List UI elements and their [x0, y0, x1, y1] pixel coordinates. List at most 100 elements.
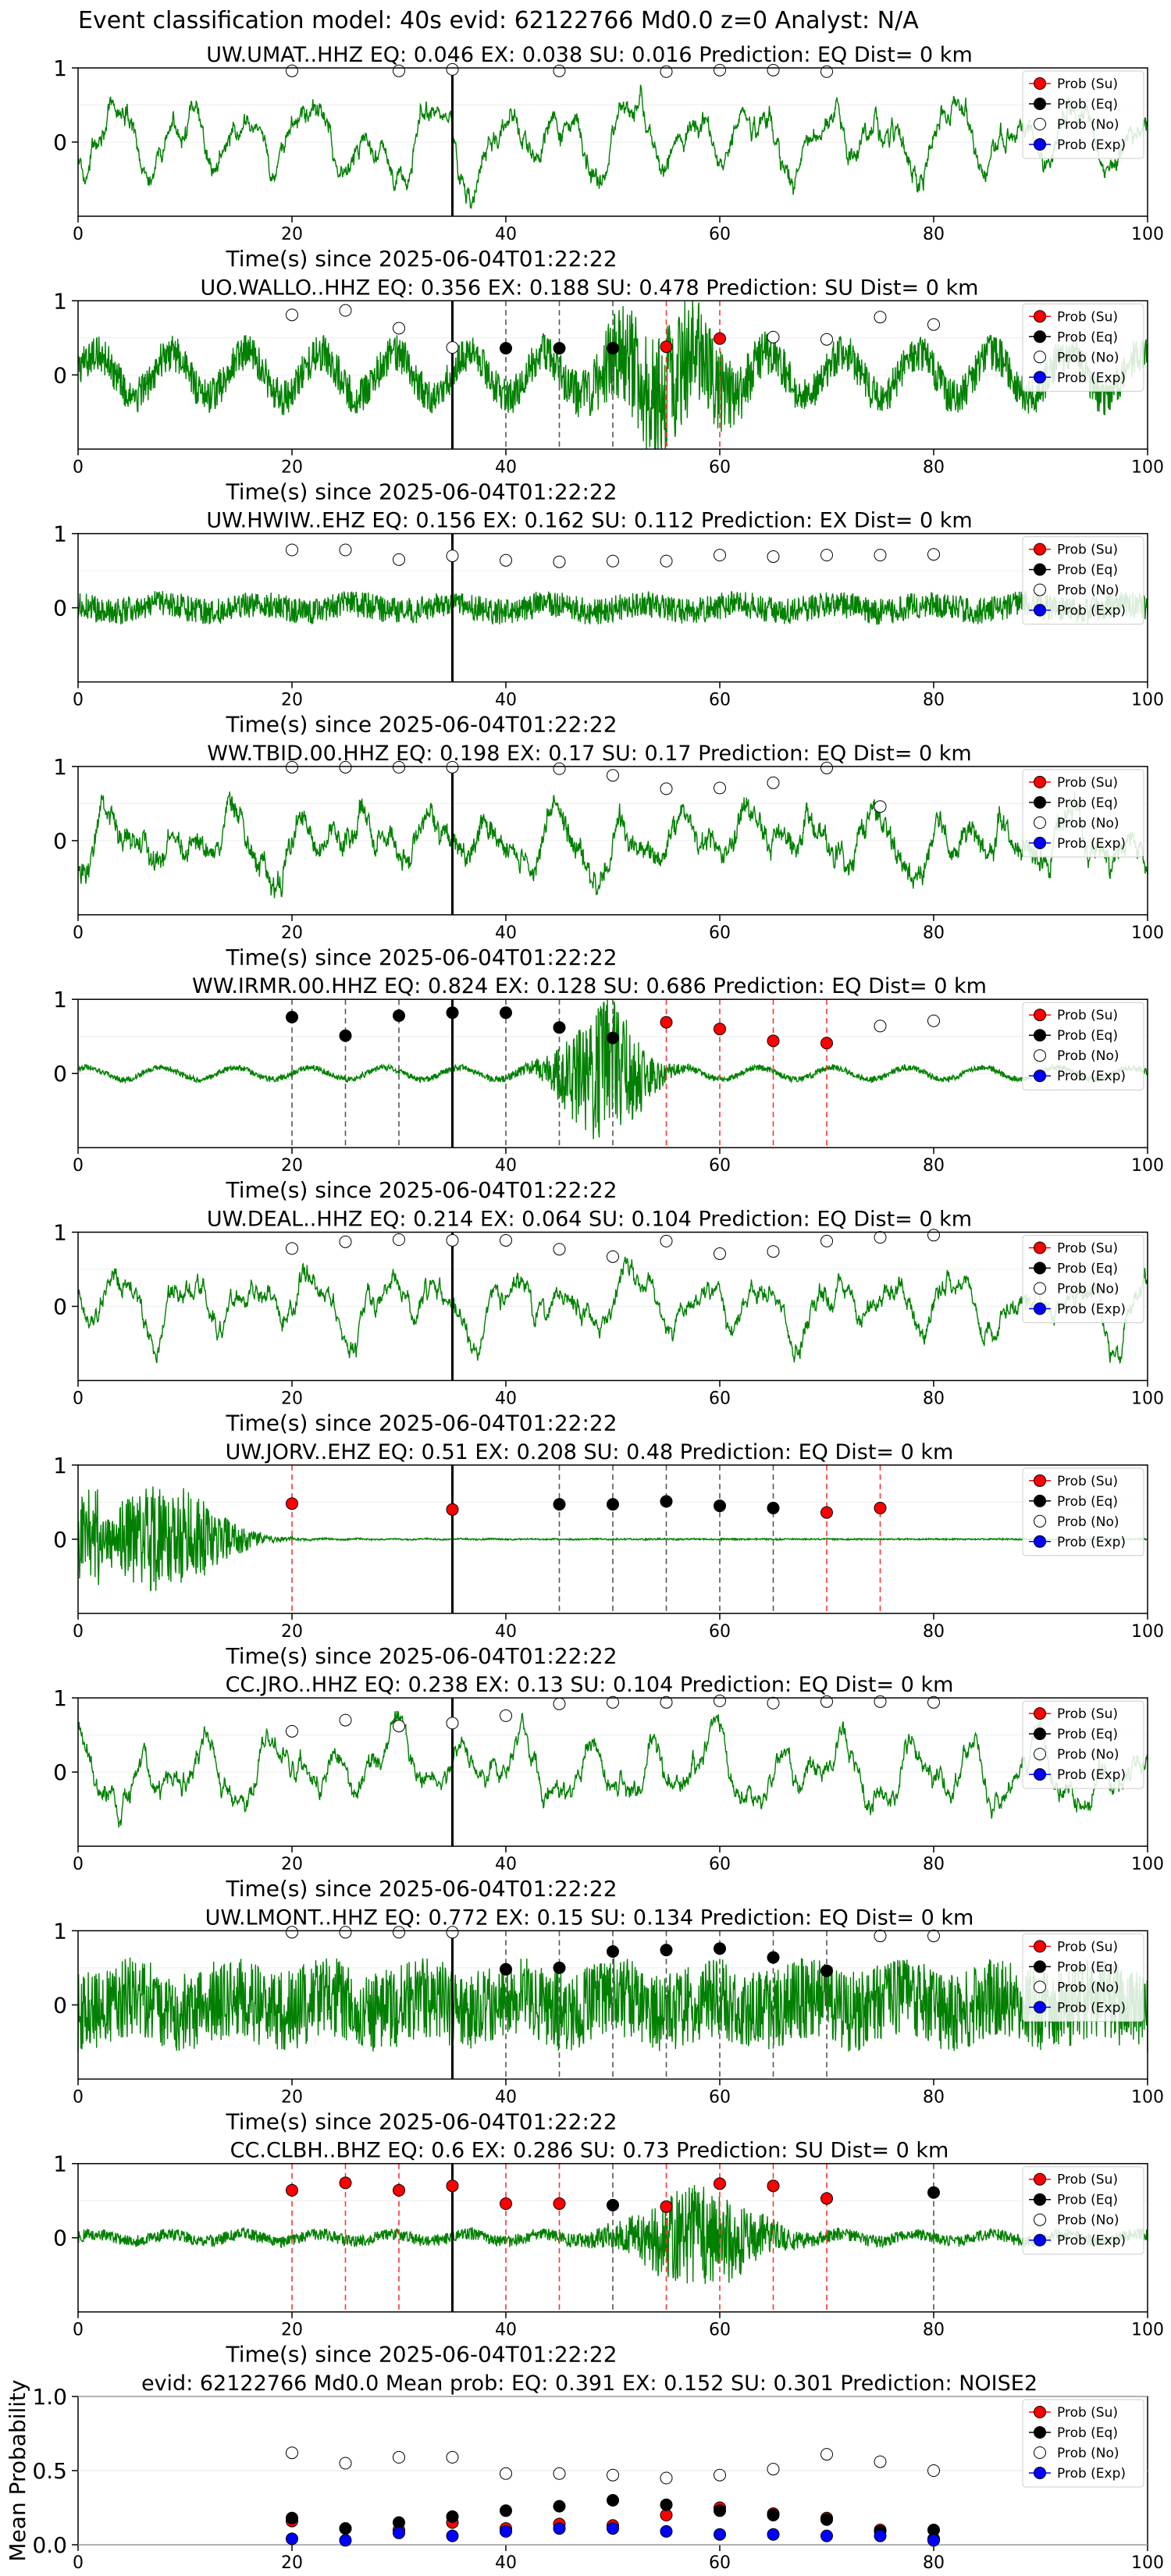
legend-label: Prob (Exp) — [1057, 2466, 1126, 2482]
legend-marker — [1034, 1282, 1046, 1295]
legend-label: Prob (Eq) — [1057, 1727, 1118, 1742]
probability-point — [393, 553, 405, 566]
mean-probability-point — [660, 2471, 673, 2485]
legend-box — [1022, 1700, 1144, 1789]
probability-point — [446, 341, 459, 354]
x-tick-label: 60 — [709, 2087, 731, 2107]
probability-point — [714, 1942, 726, 1955]
legend-label: Prob (Eq) — [1057, 563, 1118, 578]
probability-point — [393, 1233, 405, 1246]
legend-label: Prob (Exp) — [1057, 2000, 1126, 2016]
probability-point — [820, 761, 833, 774]
x-tick-label: 60 — [709, 2553, 731, 2573]
x-tick-label: 100 — [1131, 225, 1164, 244]
panel-title: CC.JRO..HHZ EQ: 0.238 EX: 0.13 SU: 0.104… — [226, 1673, 954, 1697]
x-tick-label: 100 — [1131, 457, 1164, 477]
x-tick-label: 20 — [281, 1156, 303, 1176]
panel-title: WW.TBID.00.HHZ EQ: 0.198 EX: 0.17 SU: 0.… — [207, 742, 972, 766]
mean-probability-point — [714, 2468, 726, 2482]
panel-title: UW.DEAL..HHZ EQ: 0.214 EX: 0.064 SU: 0.1… — [207, 1208, 972, 1232]
x-tick-label: 60 — [709, 1156, 731, 1176]
mean-probability-point — [820, 2529, 833, 2542]
legend-label: Prob (Exp) — [1057, 836, 1126, 852]
probability-point — [446, 760, 459, 774]
mean-probability-panel: evid: 62122766 Md0.0 Mean prob: EQ: 0.39… — [5, 2371, 1164, 2573]
legend-label: Prob (Eq) — [1057, 1494, 1118, 1510]
x-tick-label: 100 — [1131, 2321, 1164, 2340]
mean-probability-point — [553, 2467, 566, 2480]
station-panel: UW.JORV..EHZ EQ: 0.51 EX: 0.208 SU: 0.48… — [53, 1440, 1164, 1669]
x-tick-label: 40 — [495, 1389, 517, 1409]
legend-label: Prob (Eq) — [1057, 97, 1118, 112]
legend-label: Prob (Su) — [1057, 76, 1118, 92]
probability-point — [874, 549, 887, 562]
x-tick-label: 80 — [923, 2321, 945, 2340]
legend-label: Prob (No) — [1057, 1980, 1119, 1995]
legend-label: Prob (Su) — [1057, 1008, 1118, 1023]
legend-box — [1022, 536, 1144, 625]
legend-label: Prob (No) — [1057, 816, 1119, 831]
legend-marker — [1034, 118, 1046, 130]
x-tick-label: 40 — [495, 923, 517, 943]
x-tick-label: 60 — [709, 457, 731, 477]
probability-point — [927, 318, 940, 331]
probability-point — [607, 1945, 619, 1958]
mean-probability-point — [393, 2526, 405, 2539]
probability-point — [767, 1951, 780, 1964]
legend-marker — [1034, 1261, 1046, 1275]
legend-marker — [1034, 1241, 1046, 1254]
y-tick-label: 1 — [53, 1918, 67, 1944]
legend-label: Prob (Su) — [1057, 2405, 1118, 2421]
x-tick-label: 60 — [709, 1855, 731, 1874]
legend-marker — [1034, 310, 1046, 323]
probability-point — [820, 333, 833, 346]
legend-box — [1022, 1468, 1144, 1557]
y-tick-label: 0.0 — [32, 2532, 67, 2558]
x-axis-label: Time(s) since 2025-06-04T01:22:22 — [225, 945, 617, 970]
probability-point — [874, 311, 887, 324]
y-tick-label: 0 — [53, 1294, 67, 1320]
probability-point — [393, 322, 405, 335]
legend-label: Prob (Eq) — [1057, 2193, 1118, 2208]
panel-title: UW.HWIW..EHZ EQ: 0.156 EX: 0.162 SU: 0.1… — [206, 509, 972, 533]
y-tick-label: 0 — [53, 2226, 67, 2251]
probability-point — [767, 2179, 780, 2193]
legend-marker — [1034, 1748, 1046, 1761]
mean-probability-point — [927, 2524, 940, 2536]
legend-label: Prob (No) — [1057, 350, 1119, 365]
legend-marker — [1034, 77, 1046, 90]
probability-point — [607, 554, 619, 568]
probability-point — [553, 64, 566, 77]
y-tick-label: 0 — [53, 1527, 67, 1553]
probability-point — [286, 1242, 298, 1255]
seismogram-trace — [77, 1486, 1148, 1592]
seismogram-trace — [77, 84, 1148, 210]
mean-probability-point — [393, 2516, 405, 2529]
x-tick-label: 80 — [923, 1855, 945, 1874]
x-tick-label: 40 — [495, 457, 517, 477]
seismogram-trace — [77, 1710, 1148, 1828]
probability-point — [393, 1926, 405, 1939]
x-tick-label: 0 — [73, 1389, 84, 1409]
x-tick-label: 80 — [923, 1389, 945, 1409]
legend-marker — [1034, 1049, 1046, 1062]
x-axis-label: Time(s) since 2025-06-04T01:22:22 — [225, 1643, 617, 1669]
legend-marker — [1034, 350, 1046, 364]
x-axis-label: Time(s) since 2025-06-04T01:22:22 — [225, 1177, 617, 1203]
probability-point — [927, 548, 940, 561]
legend-box — [1022, 769, 1144, 858]
mean-probability-point — [446, 2529, 459, 2542]
probability-point — [607, 342, 619, 355]
probability-point — [339, 304, 352, 317]
probability-point — [660, 1944, 673, 1957]
station-panel: WW.IRMR.00.HHZ EQ: 0.824 EX: 0.128 SU: 0… — [53, 974, 1164, 1203]
mean-probability-point — [767, 2528, 780, 2541]
legend-label: Prob (Exp) — [1057, 137, 1126, 153]
x-tick-label: 0 — [73, 691, 84, 710]
legend-marker — [1034, 836, 1046, 849]
probability-point — [553, 342, 566, 355]
legend-label: Prob (Su) — [1057, 775, 1118, 791]
probability-point — [393, 64, 405, 77]
probability-point — [660, 2200, 673, 2213]
probability-point — [553, 555, 566, 568]
